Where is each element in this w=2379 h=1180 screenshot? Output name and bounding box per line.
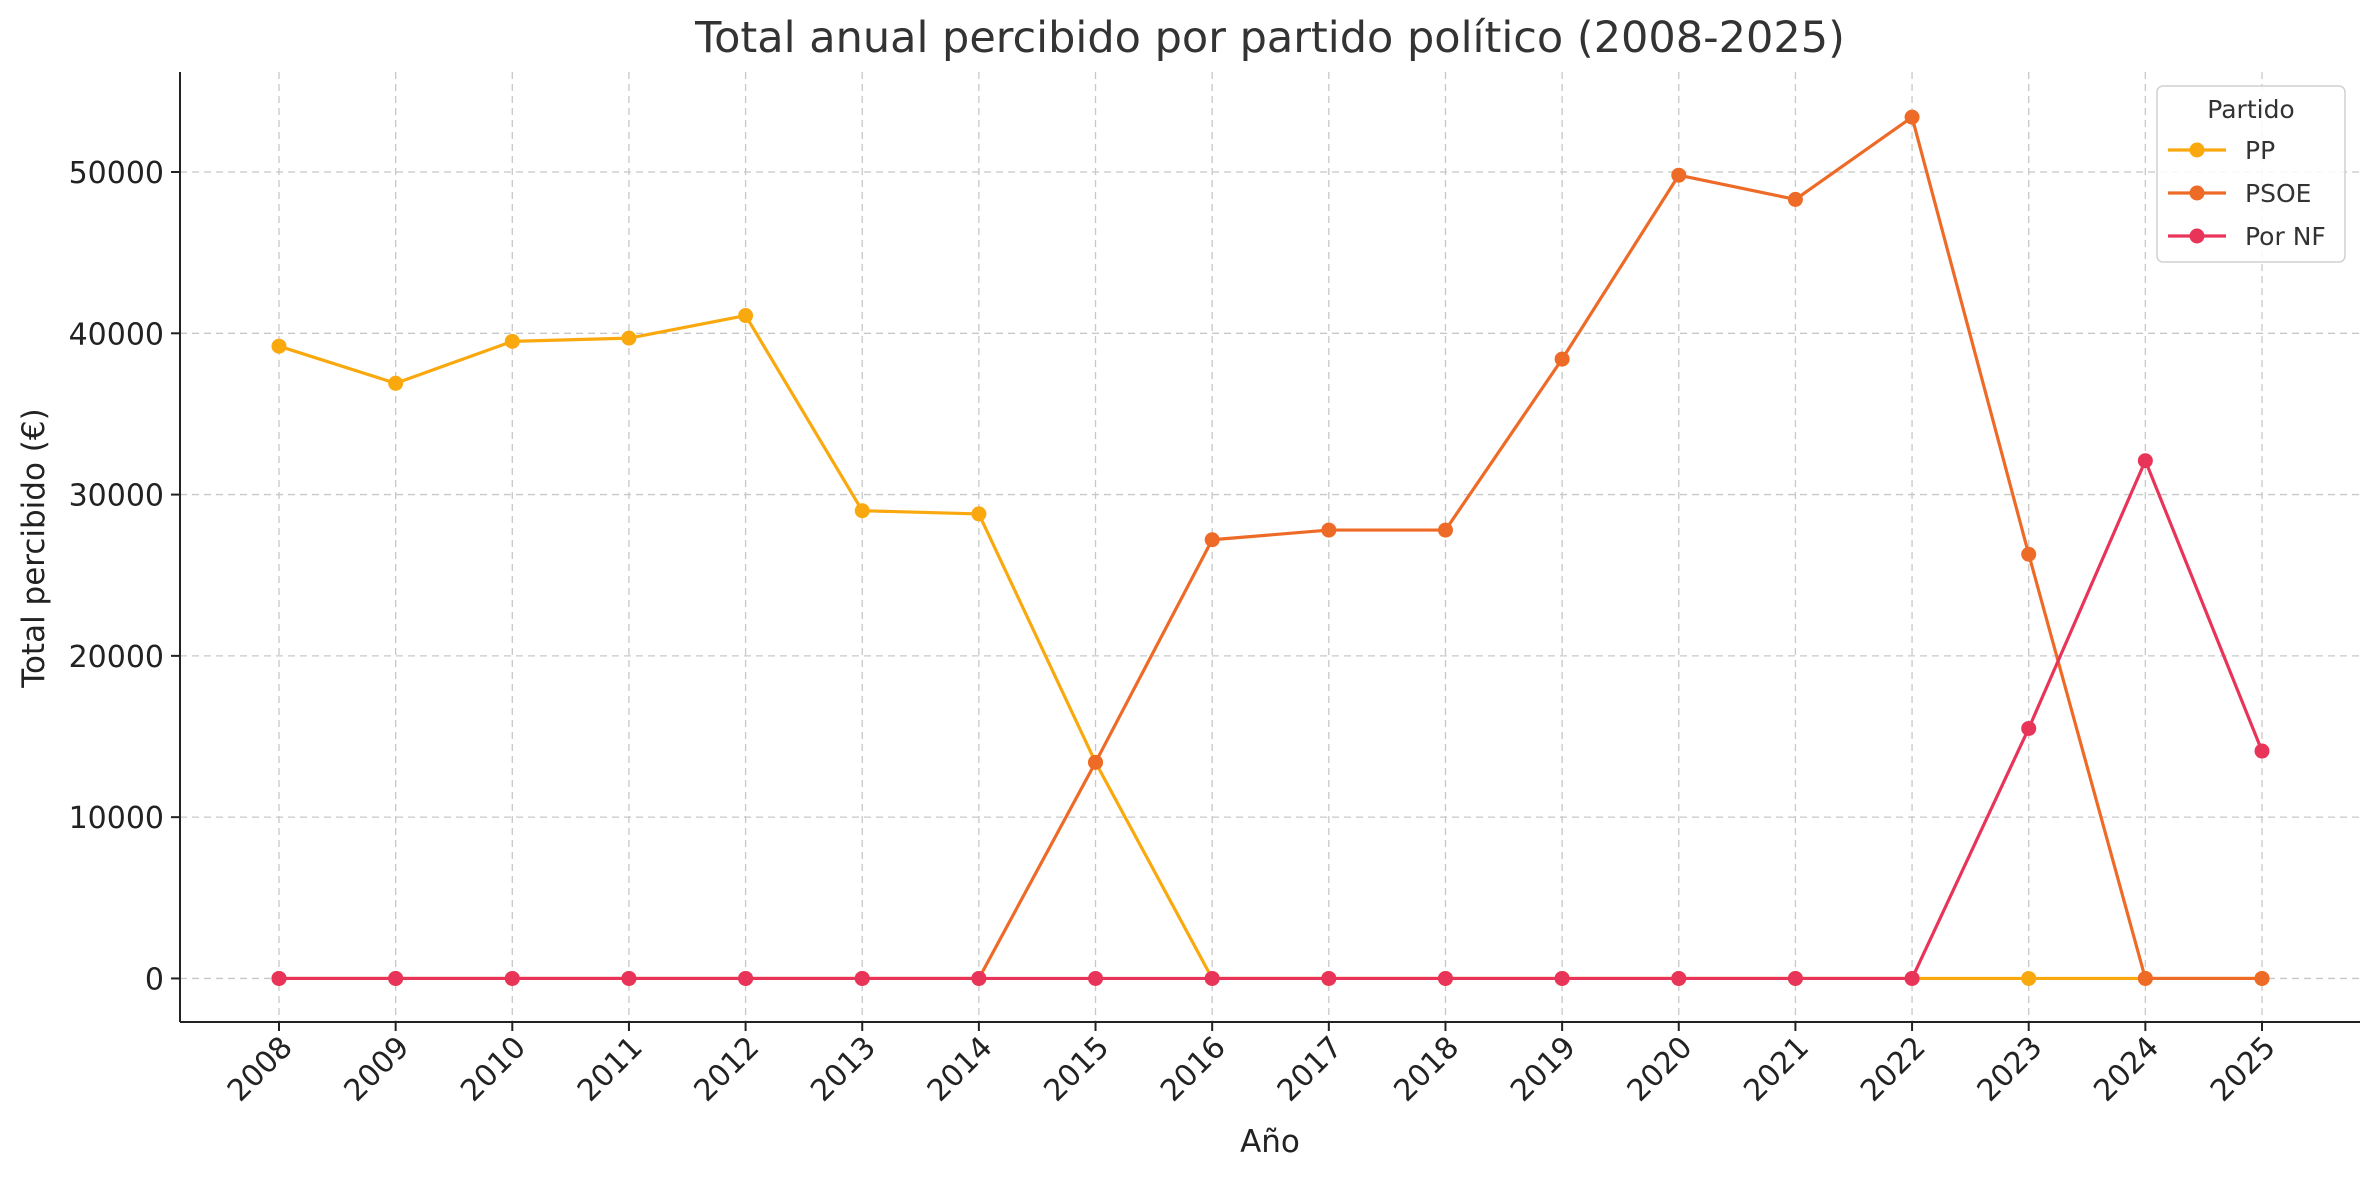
legend-label-por-nf: Por NF bbox=[2245, 222, 2326, 251]
x-tick-label: 2015 bbox=[1037, 1030, 1116, 1109]
legend-marker-psoe bbox=[2189, 185, 2205, 201]
y-tick-label: 10000 bbox=[69, 801, 164, 836]
x-tick-label: 2012 bbox=[687, 1030, 766, 1109]
legend-label-psoe: PSOE bbox=[2245, 179, 2311, 208]
x-tick-label: 2013 bbox=[804, 1030, 883, 1109]
data-point-por-nf bbox=[1204, 970, 1220, 986]
x-tick-label: 2011 bbox=[571, 1030, 650, 1109]
data-point-psoe bbox=[1904, 109, 1920, 125]
y-tick-label: 50000 bbox=[69, 156, 164, 191]
grid-layer bbox=[180, 72, 2360, 1022]
x-axis-label: Año bbox=[1240, 1124, 1300, 1160]
data-point-psoe bbox=[1088, 754, 1104, 770]
data-point-por-nf bbox=[1671, 970, 1687, 986]
data-point-psoe bbox=[1204, 532, 1220, 548]
series-por-nf bbox=[271, 453, 2270, 986]
data-point-psoe bbox=[1671, 167, 1687, 183]
series-line-pp bbox=[278, 313, 2262, 981]
data-point-pp bbox=[504, 333, 520, 349]
x-tick-label: 2022 bbox=[1854, 1030, 1933, 1109]
data-point-psoe bbox=[1787, 191, 1803, 207]
data-point-por-nf bbox=[388, 970, 404, 986]
y-tick-label: 40000 bbox=[69, 317, 164, 352]
x-tick-label: 2017 bbox=[1271, 1030, 1350, 1109]
data-point-por-nf bbox=[504, 970, 520, 986]
data-point-por-nf bbox=[2137, 453, 2153, 469]
data-point-psoe bbox=[2021, 546, 2037, 562]
x-tick-label: 2008 bbox=[221, 1030, 300, 1109]
data-point-pp bbox=[971, 506, 987, 522]
data-point-por-nf bbox=[1787, 970, 1803, 986]
x-tick-label: 2016 bbox=[1154, 1030, 1233, 1109]
data-point-pp bbox=[621, 330, 637, 346]
x-tick-label: 2018 bbox=[1387, 1030, 1466, 1109]
data-point-por-nf bbox=[621, 970, 637, 986]
chart-title: Total anual percibido por partido políti… bbox=[694, 13, 1845, 63]
data-point-por-nf bbox=[271, 970, 287, 986]
legend-marker-por-nf bbox=[2189, 228, 2205, 244]
data-point-pp bbox=[738, 308, 754, 324]
data-point-por-nf bbox=[738, 970, 754, 986]
data-point-pp bbox=[388, 375, 404, 391]
data-point-por-nf bbox=[971, 970, 987, 986]
y-axis-label: Total percibido (€) bbox=[16, 408, 52, 688]
data-point-por-nf bbox=[2021, 720, 2037, 736]
series-pp bbox=[271, 308, 2270, 986]
series-line-por-nf bbox=[279, 459, 2264, 981]
x-tick-label: 2009 bbox=[338, 1030, 417, 1109]
legend-item-por-nf: Por NF bbox=[2168, 222, 2326, 251]
legend: Partido PP PSOE Por NF bbox=[2156, 85, 2346, 263]
y-tick-label: 0 bbox=[145, 962, 164, 997]
x-tick-label: 2014 bbox=[921, 1030, 1000, 1109]
x-tick-label: 2019 bbox=[1504, 1030, 1583, 1109]
data-point-pp bbox=[2021, 970, 2037, 986]
data-point-por-nf bbox=[1321, 970, 1337, 986]
legend-label-pp: PP bbox=[2245, 136, 2275, 165]
legend-items: PP PSOE Por NF bbox=[2168, 136, 2326, 251]
x-tick-label: 2021 bbox=[1737, 1030, 1816, 1109]
data-point-por-nf bbox=[1088, 970, 1104, 986]
legend-item-pp: PP bbox=[2168, 136, 2275, 165]
series-line-psoe bbox=[279, 115, 2262, 981]
data-point-psoe bbox=[2254, 970, 2270, 986]
x-tick-label: 2024 bbox=[2087, 1030, 2166, 1109]
data-point-pp bbox=[854, 503, 870, 519]
x-tick-label: 2023 bbox=[1971, 1030, 2050, 1109]
data-point-por-nf bbox=[1554, 970, 1570, 986]
y-tick-label: 20000 bbox=[69, 640, 164, 675]
data-point-por-nf bbox=[2254, 743, 2270, 759]
legend-item-psoe: PSOE bbox=[2168, 179, 2311, 208]
y-tick-label: 30000 bbox=[69, 479, 164, 514]
x-tick-label: 2010 bbox=[454, 1030, 533, 1109]
data-point-psoe bbox=[1321, 522, 1337, 538]
data-point-pp bbox=[271, 338, 287, 354]
axes-layer: 2008 2009 2010 2011 2012 2013 2014 2015 2016 2017… bbox=[69, 72, 2360, 1109]
x-tick-label: 2020 bbox=[1621, 1030, 1700, 1109]
legend-frame bbox=[2156, 85, 2346, 263]
data-point-psoe bbox=[1554, 351, 1570, 367]
data-point-por-nf bbox=[854, 970, 870, 986]
series-layer bbox=[271, 109, 2270, 986]
x-tick-label: 2025 bbox=[2204, 1030, 2283, 1109]
data-point-por-nf bbox=[1904, 970, 1920, 986]
data-point-por-nf bbox=[1437, 970, 1453, 986]
data-point-psoe bbox=[1437, 522, 1453, 538]
legend-marker-pp bbox=[2189, 142, 2205, 158]
data-point-psoe bbox=[2137, 970, 2153, 986]
legend-title: Partido bbox=[2207, 95, 2294, 124]
